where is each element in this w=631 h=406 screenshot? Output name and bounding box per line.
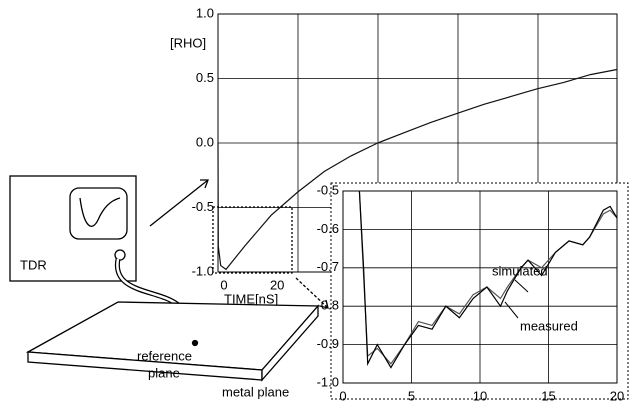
y-tick-label: -1.0 [317,374,339,389]
arrow [149,179,209,227]
y-tick-label: 0.0 [196,134,214,149]
y-tick-label: -0.5 [192,199,214,214]
zoom-box [212,206,293,274]
y-axis-label: [RHO] [170,35,206,50]
y-tick-label: -1.0 [192,263,214,278]
zoom-arrow [295,277,329,309]
x-tick-label: 10 [473,388,487,403]
inset-chart: -1.0 -0.9 -0.8 -0.7 -0.6 -0.5 0 5 10 15 20 simulate… [317,182,625,403]
plot-frame [342,190,618,384]
plane-label: metal plane [222,384,289,399]
y-tick-label: -0.9 [317,336,339,351]
data-line [217,68,618,271]
x-tick-label: 0 [339,388,346,403]
x-tick-label: 0 [220,277,227,292]
y-tick-label: 0.5 [196,70,214,85]
x-tick-label: 15 [541,388,555,403]
y-tick-label: -0.8 [317,298,339,313]
y-tick-label: 1.0 [196,5,214,20]
x-tick-label: 20 [270,277,284,292]
tdr-screen [69,187,128,240]
reference-label: reference [137,348,192,363]
instrument-label: TDR [20,257,47,272]
y-tick-label: -0.6 [317,221,339,236]
probe-point [191,339,199,347]
annotation: measured [520,318,578,333]
screen-trace [79,197,121,227]
arrow-head [200,179,209,189]
x-tick-label: 5 [408,388,415,403]
plane-side [261,304,319,382]
y-tick-label: -0.5 [317,182,339,197]
y-tick-label: -0.7 [317,259,339,274]
reference-label: plane [148,365,180,380]
arrow-head [319,299,329,309]
x-tick-label: 20 [610,388,624,403]
annotation-pointer [514,279,529,293]
data-line [358,190,618,369]
annotation-pointer [504,301,519,319]
x-axis-label: TIME[nS] [224,291,278,306]
tdr-box [9,175,137,282]
main-chart: -1.0 -0.5 0.0 0.5 1.0 0 20 [RHO] TIME[nS] [170,5,618,306]
annotation: simulated [492,263,548,278]
diagram [9,175,329,382]
